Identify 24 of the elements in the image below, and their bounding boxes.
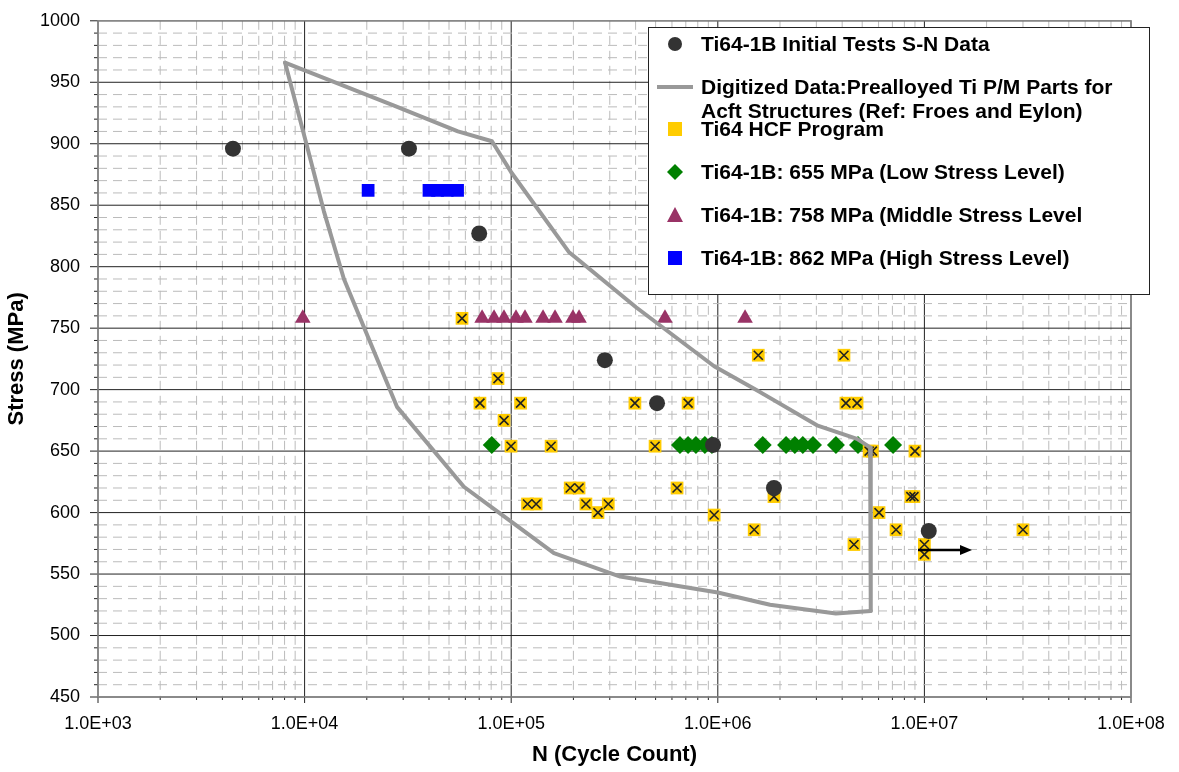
y-tick-label: 600 [49, 501, 80, 522]
x-tick-label: 1.0E+04 [270, 712, 339, 733]
legend-label: Ti64-1B Initial Tests S-N Data [701, 32, 990, 56]
y-tick-label: 750 [49, 317, 80, 338]
y-axis-title: Stress (MPa) [3, 292, 29, 426]
y-tick-label: 800 [49, 255, 80, 276]
y-tick-label: 1000 [39, 9, 80, 30]
y-tick-label: 500 [49, 624, 80, 645]
legend-label: Ti64-1B: 862 MPa (High Stress Level) [701, 246, 1070, 270]
x-tick-label: 1.0E+07 [890, 712, 959, 733]
x-axis-title: N (Cycle Count) [532, 740, 697, 766]
y-tick-label: 900 [49, 132, 80, 153]
legend-label: Ti64-1B: 758 MPa (Middle Stress Level [701, 203, 1083, 227]
x-tick-label: 1.0E+05 [477, 712, 545, 733]
x-tick-label: 1.0E+06 [684, 712, 752, 733]
y-tick-label: 700 [49, 378, 80, 399]
y-tick-label: 850 [49, 194, 80, 215]
y-tick-label: 550 [49, 563, 80, 584]
y-tick-label: 650 [49, 440, 80, 461]
x-tick-label: 1.0E+08 [1097, 712, 1165, 733]
x-tick-label: 1.0E+03 [64, 712, 132, 733]
y-tick-label: 950 [49, 71, 80, 92]
legend-label: Ti64-1B: 655 MPa (Low Stress Level) [701, 160, 1065, 184]
y-tick-label: 450 [49, 685, 80, 706]
